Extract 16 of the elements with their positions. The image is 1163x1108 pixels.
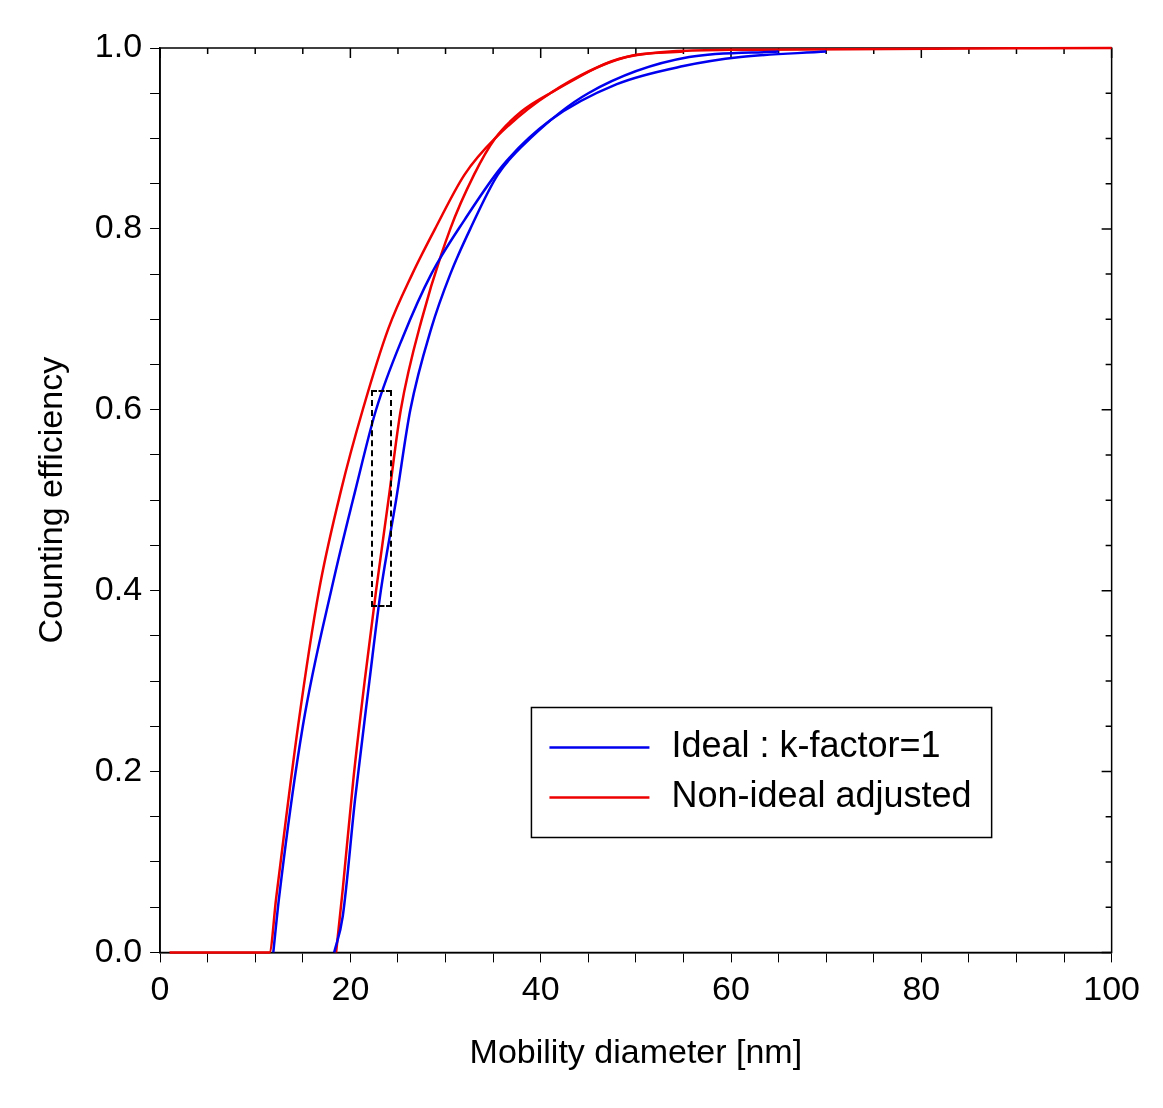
- x-axis-title: Mobility diameter [nm]: [469, 1031, 803, 1070]
- y-tick-label: 0.4: [94, 569, 143, 608]
- x-tick-label: 20: [331, 969, 370, 1008]
- y-tick-label: 0.8: [94, 207, 143, 246]
- x-tick-label: 80: [902, 969, 941, 1008]
- y-tick-label: 0.2: [94, 749, 143, 788]
- y-axis-title: Counting efficiency: [30, 356, 69, 644]
- x-tick-label: 60: [712, 969, 750, 1008]
- x-tick-label: 40: [521, 969, 560, 1008]
- x-tick-label: 100: [1083, 969, 1140, 1008]
- legend-label: Ideal : k-factor=1: [671, 724, 941, 766]
- y-tick-label: 1.0: [94, 26, 143, 65]
- legend-label: Non-ideal adjusted: [671, 774, 972, 816]
- x-tick-label: 0: [150, 969, 170, 1008]
- y-tick-label: 0.0: [94, 930, 143, 969]
- y-tick-label: 0.6: [94, 388, 143, 427]
